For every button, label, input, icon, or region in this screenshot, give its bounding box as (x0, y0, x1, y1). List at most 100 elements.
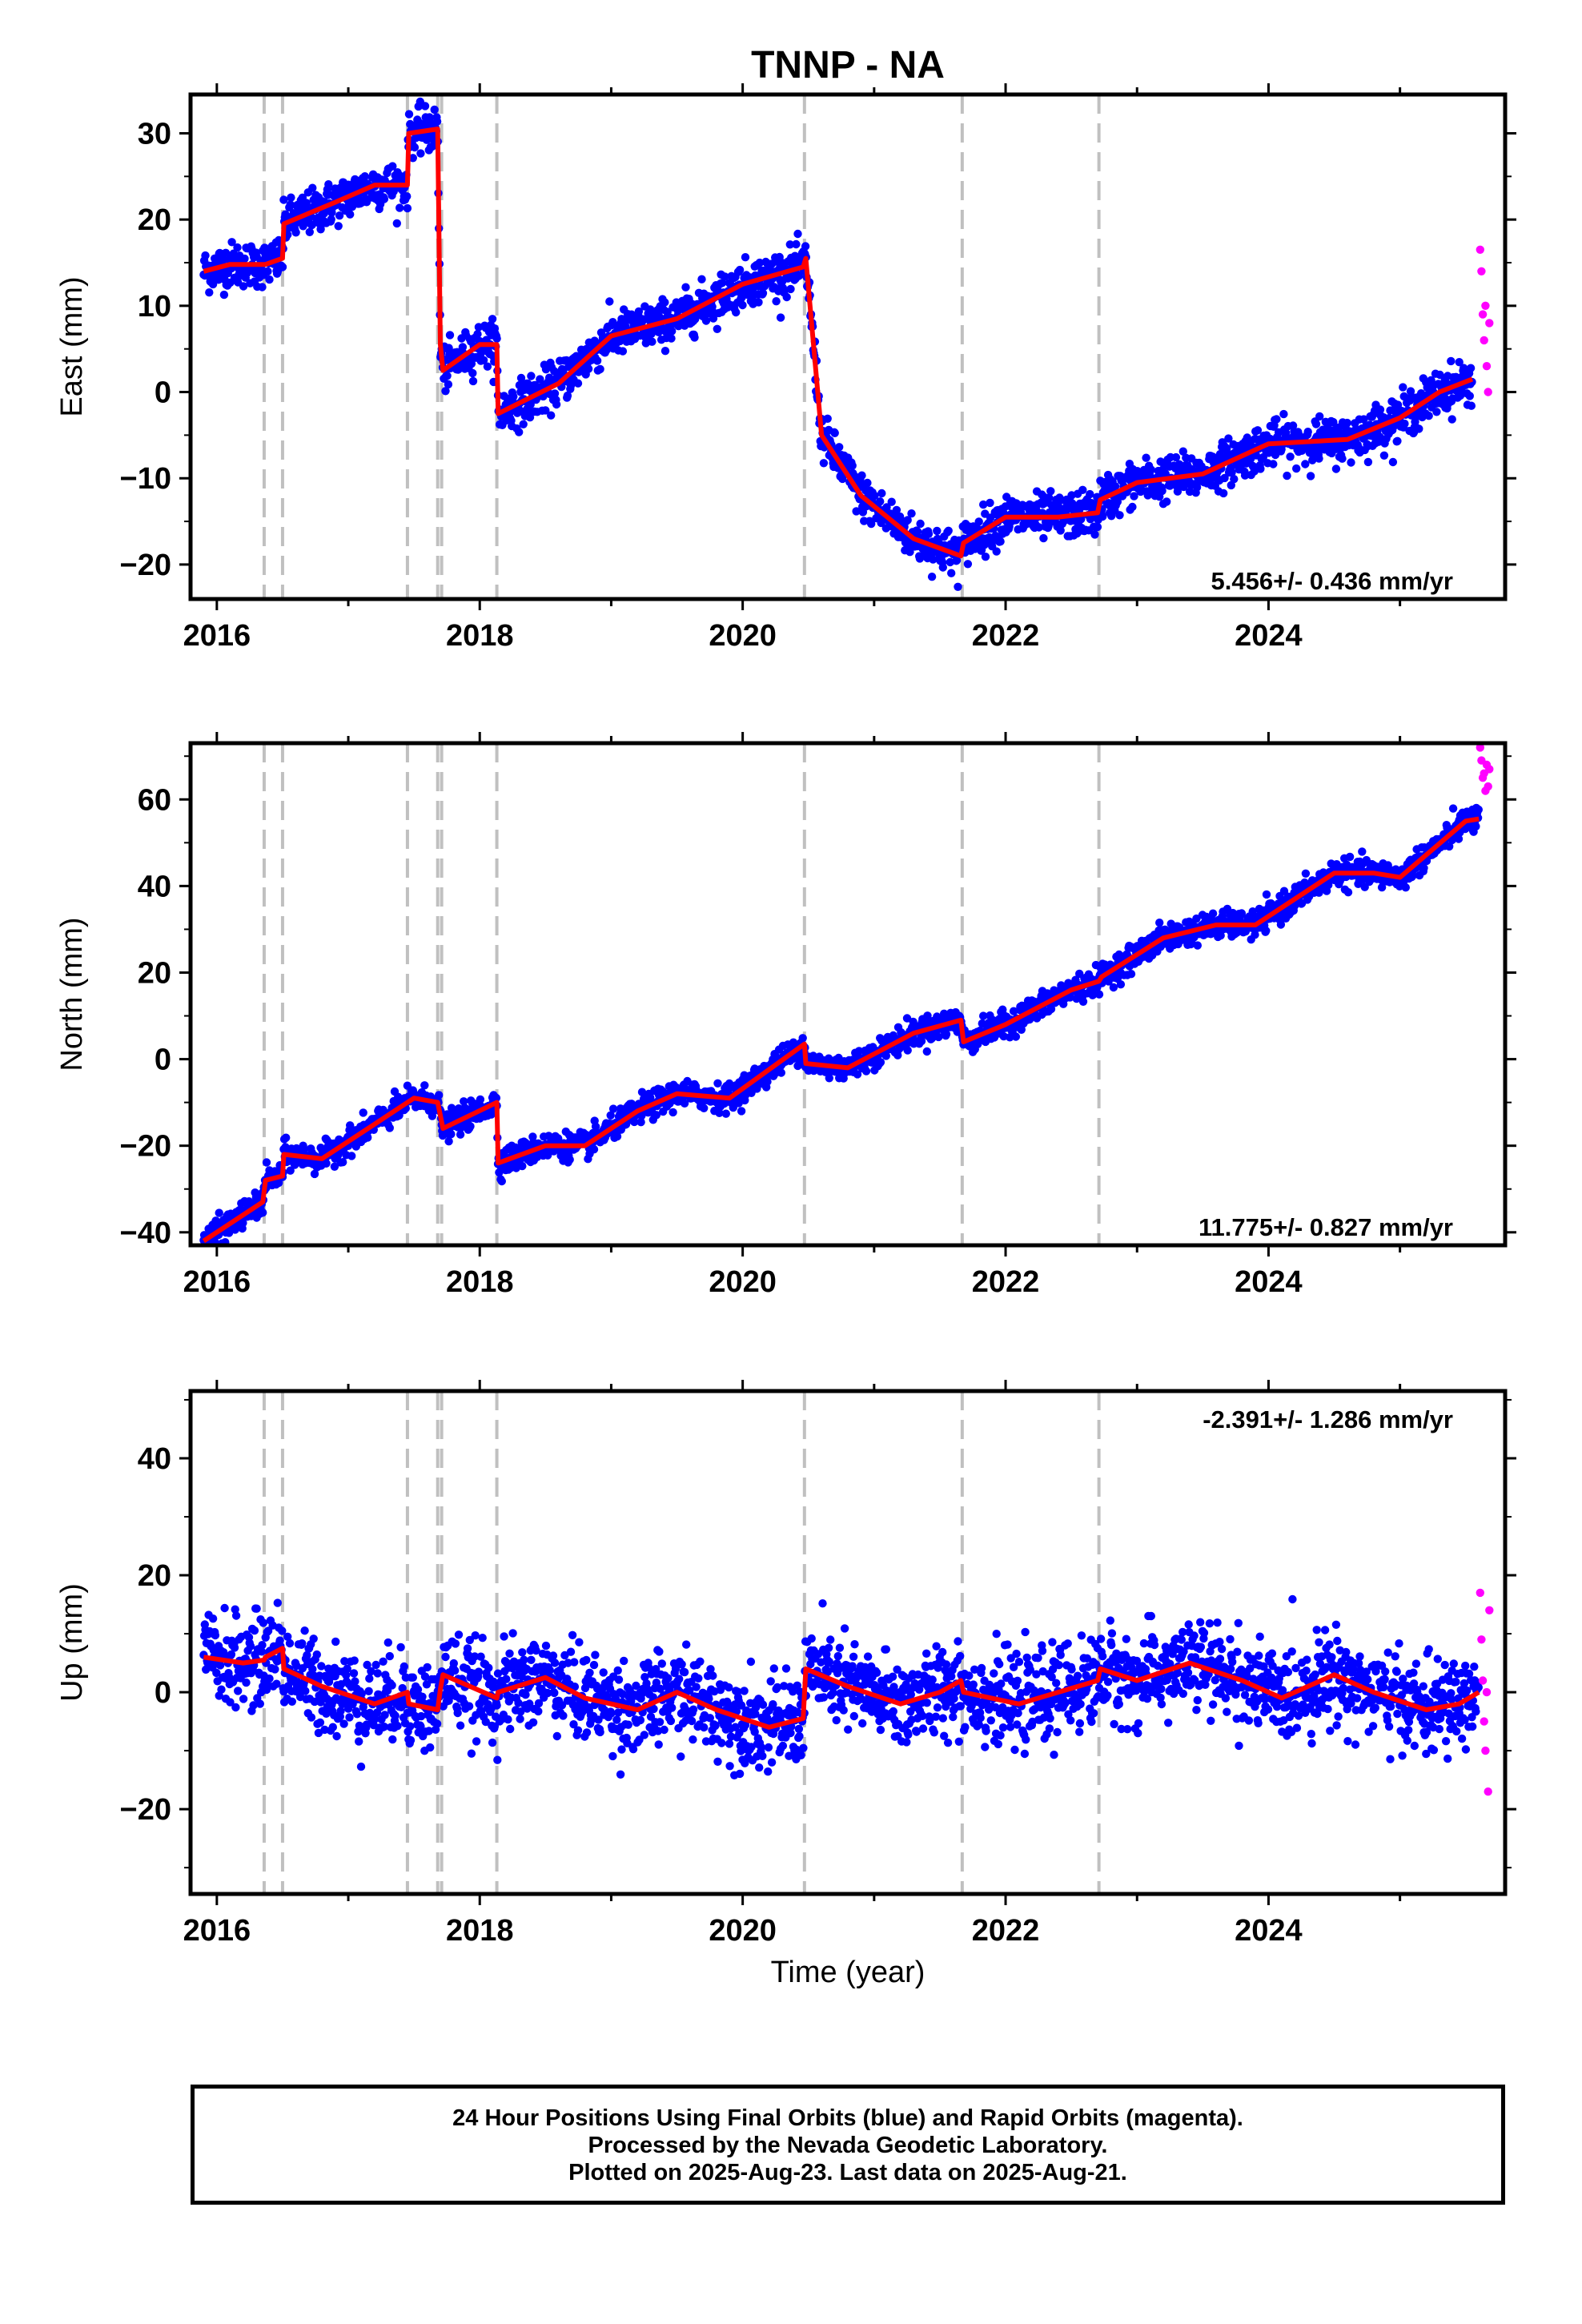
data-point (776, 313, 785, 322)
y-tick-label: 30 (138, 117, 171, 151)
data-point (252, 1604, 261, 1613)
data-point (591, 1122, 600, 1132)
data-point (979, 1011, 988, 1020)
data-point (392, 219, 401, 228)
data-point (1292, 464, 1301, 473)
data-point (1093, 522, 1102, 532)
data-point (205, 288, 214, 297)
data-point (1017, 1025, 1026, 1035)
data-point (408, 154, 417, 163)
data-point (509, 392, 518, 401)
data-point (215, 1208, 223, 1217)
data-point (903, 1046, 912, 1055)
data-point (334, 222, 343, 231)
x-tick-label: 2022 (972, 619, 1040, 653)
data-point (758, 288, 768, 298)
data-point (775, 252, 784, 262)
data-point (700, 1104, 709, 1113)
data-point (1301, 460, 1310, 468)
data-point (606, 1111, 615, 1120)
data-point (286, 1166, 295, 1175)
data-point (1445, 842, 1454, 851)
data-point (476, 1095, 485, 1104)
data-point (492, 334, 501, 343)
data-point (403, 203, 412, 213)
data-point (492, 1093, 501, 1103)
data-point (420, 1081, 429, 1090)
data-point (887, 497, 896, 506)
data-point (1393, 436, 1402, 445)
data-point (315, 1718, 325, 1727)
data-point (893, 1051, 902, 1059)
data-point (681, 283, 690, 292)
data-point (1011, 1032, 1021, 1041)
data-point (327, 215, 335, 224)
data-point (430, 105, 439, 115)
data-point (1142, 453, 1150, 462)
y-tick-label: −20 (120, 549, 171, 582)
data-point (763, 1077, 772, 1086)
data-point (346, 1121, 355, 1130)
data-point (242, 1678, 251, 1687)
data-point (1363, 457, 1373, 467)
data-point (300, 1626, 309, 1635)
data-point (346, 210, 355, 219)
data-point (680, 1099, 689, 1108)
data-point (541, 406, 550, 415)
x-tick-label: 2020 (709, 1265, 777, 1299)
data-point (385, 1124, 394, 1132)
data-point (661, 298, 669, 307)
data-point (929, 555, 938, 564)
data-point (1146, 465, 1156, 474)
data-point (259, 1208, 267, 1217)
data-point (1256, 464, 1265, 473)
data-point (443, 372, 452, 380)
data-point (1315, 454, 1323, 463)
data-point (986, 498, 994, 508)
data-point (1358, 847, 1367, 856)
data-point (669, 1108, 677, 1117)
data-point (308, 1665, 317, 1674)
x-tick-label: 2022 (972, 1265, 1040, 1299)
data-point (330, 1162, 339, 1172)
data-point (1046, 487, 1055, 496)
data-point (1192, 914, 1201, 923)
data-point (291, 228, 300, 237)
rapid-orbit-points (1476, 245, 1494, 396)
event-lines (262, 743, 1101, 1245)
data-point (428, 142, 437, 151)
data-point (782, 292, 791, 302)
data-point (239, 1219, 247, 1228)
y-tick-label: 40 (138, 870, 171, 903)
data-point (221, 248, 231, 257)
data-point (416, 149, 425, 158)
data-point (208, 279, 218, 289)
x-tick-label: 2018 (446, 1265, 514, 1299)
figure-title: TNNP - NA (751, 44, 945, 86)
data-point (944, 526, 953, 535)
data-point (339, 1158, 347, 1167)
data-point (916, 519, 925, 529)
rate-label: 11.775+/- 0.827 mm/yr (1199, 1213, 1453, 1241)
data-point (259, 1618, 268, 1627)
data-point (974, 517, 983, 526)
data-point (281, 210, 290, 219)
data-point (201, 251, 210, 260)
y-tick-label: 0 (155, 376, 171, 410)
data-point (992, 547, 1001, 556)
data-point (785, 240, 794, 249)
rapid-point (1484, 782, 1492, 791)
data-point (217, 1685, 226, 1694)
data-point (379, 195, 389, 203)
data-point (231, 1703, 240, 1712)
data-point (1388, 457, 1398, 467)
data-point (347, 1152, 356, 1160)
data-point (1343, 888, 1353, 897)
data-point (239, 282, 248, 291)
data-point (934, 1032, 943, 1042)
plot-frame (188, 92, 1508, 601)
rapid-point (1477, 267, 1486, 275)
data-point (420, 102, 430, 111)
